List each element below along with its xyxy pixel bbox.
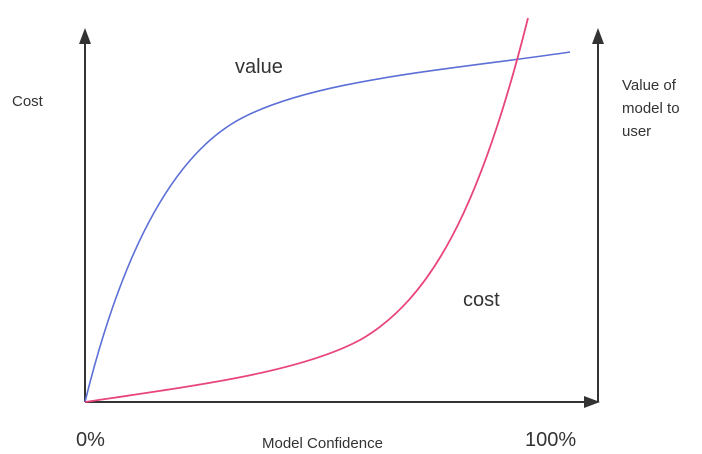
cost-curve (84, 17, 529, 403)
y-left-label: Cost (12, 93, 44, 110)
x-axis-arrow (584, 396, 600, 408)
y-right-label: Value of (622, 77, 677, 94)
curve-label: cost (463, 289, 500, 311)
right-axis-arrow (592, 28, 604, 44)
y-right-label: model to (622, 100, 680, 117)
x-start-label: 0% (76, 429, 105, 451)
x-axis-label: Model Confidence (262, 435, 383, 452)
left-axis-arrow (79, 28, 91, 44)
x-end-label: 100% (525, 429, 576, 451)
y-right-label: user (622, 123, 651, 140)
value-curve (84, 51, 571, 403)
curve-label: value (235, 56, 283, 78)
